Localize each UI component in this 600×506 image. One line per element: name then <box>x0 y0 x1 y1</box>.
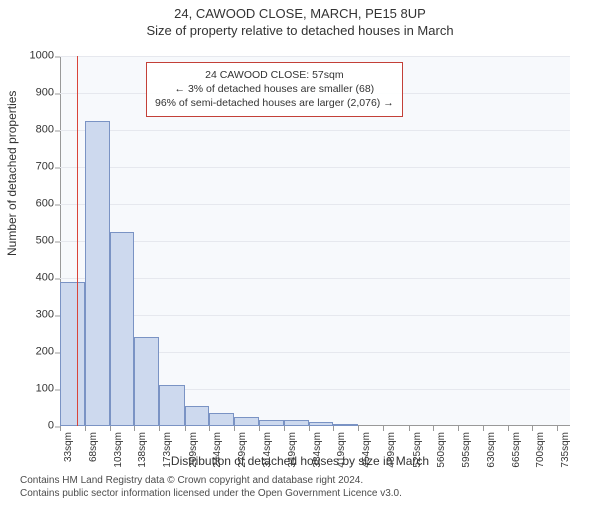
gridline-horizontal <box>60 130 570 131</box>
y-tick-label: 1000 <box>30 51 54 62</box>
gridline-horizontal <box>60 315 570 316</box>
gridline-horizontal <box>60 56 570 57</box>
y-tick-label: 800 <box>36 125 54 136</box>
histogram-bar <box>134 337 159 426</box>
y-tick-mark <box>55 57 60 58</box>
y-tick-label: 500 <box>36 236 54 247</box>
gridline-horizontal <box>60 241 570 242</box>
x-tick-mark <box>333 426 334 431</box>
histogram-bar <box>284 420 309 426</box>
gridline-horizontal <box>60 278 570 279</box>
y-tick-label: 900 <box>36 88 54 99</box>
y-tick-mark <box>55 242 60 243</box>
x-tick-mark <box>110 426 111 431</box>
histogram-bar <box>60 282 85 426</box>
gridline-horizontal <box>60 204 570 205</box>
x-tick-mark <box>60 426 61 431</box>
histogram-bar <box>185 406 210 426</box>
footer-line-2: Contains public sector information licen… <box>20 488 402 501</box>
x-tick-mark <box>259 426 260 431</box>
y-tick-label: 400 <box>36 273 54 284</box>
x-tick-mark <box>284 426 285 431</box>
x-tick-mark <box>557 426 558 431</box>
chart-title-main: 24, CAWOOD CLOSE, MARCH, PE15 8UP <box>0 6 600 21</box>
x-tick-mark <box>185 426 186 431</box>
x-tick-mark <box>483 426 484 431</box>
x-tick-mark <box>209 426 210 431</box>
annotation-line-property: 24 CAWOOD CLOSE: 57sqm <box>155 68 394 82</box>
x-tick-mark <box>134 426 135 431</box>
histogram-bar <box>110 232 135 426</box>
footer-attribution: Contains HM Land Registry data © Crown c… <box>20 475 402 500</box>
x-tick-mark <box>458 426 459 431</box>
property-marker-line <box>77 56 78 426</box>
y-tick-label: 0 <box>48 421 54 432</box>
histogram-bar <box>209 413 234 426</box>
histogram-bar <box>159 385 185 426</box>
gridline-horizontal <box>60 167 570 168</box>
x-tick-mark <box>383 426 384 431</box>
y-tick-mark <box>55 279 60 280</box>
chart-plot-area: 0100200300400500600700800900100033sqm68s… <box>60 56 570 426</box>
histogram-bar <box>234 417 259 426</box>
y-tick-label: 300 <box>36 310 54 321</box>
y-tick-mark <box>55 131 60 132</box>
x-tick-mark <box>433 426 434 431</box>
x-axis-label: Distribution of detached houses by size … <box>0 454 600 468</box>
y-tick-mark <box>55 94 60 95</box>
x-tick-mark <box>309 426 310 431</box>
y-tick-label: 600 <box>36 199 54 210</box>
x-tick-mark <box>409 426 410 431</box>
chart-title-sub: Size of property relative to detached ho… <box>0 23 600 38</box>
annotation-box: 24 CAWOOD CLOSE: 57sqm ← 3% of detached … <box>146 62 403 117</box>
histogram-bar <box>333 424 358 426</box>
y-tick-label: 200 <box>36 347 54 358</box>
y-tick-label: 100 <box>36 384 54 395</box>
x-tick-mark <box>159 426 160 431</box>
y-axis-label: Number of detached properties <box>5 91 19 256</box>
x-tick-mark <box>358 426 359 431</box>
histogram-bar <box>259 420 284 426</box>
y-tick-mark <box>55 205 60 206</box>
footer-line-1: Contains HM Land Registry data © Crown c… <box>20 475 402 488</box>
x-tick-mark <box>85 426 86 431</box>
annotation-line-smaller: ← 3% of detached houses are smaller (68) <box>155 82 394 96</box>
y-tick-label: 700 <box>36 162 54 173</box>
x-tick-mark <box>234 426 235 431</box>
histogram-bar <box>85 121 110 426</box>
x-tick-mark <box>508 426 509 431</box>
annotation-line-larger: 96% of semi-detached houses are larger (… <box>155 96 394 110</box>
x-tick-mark <box>532 426 533 431</box>
y-tick-mark <box>55 168 60 169</box>
histogram-bar <box>309 422 334 426</box>
